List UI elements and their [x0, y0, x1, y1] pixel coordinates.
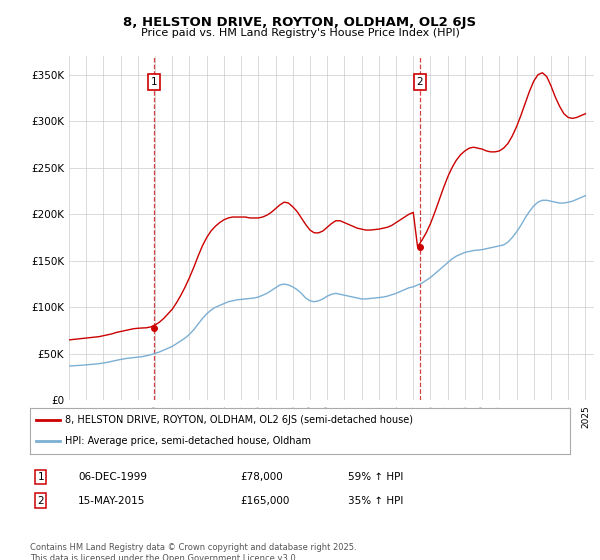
Text: HPI: Average price, semi-detached house, Oldham: HPI: Average price, semi-detached house,…: [65, 436, 311, 446]
Text: 15-MAY-2015: 15-MAY-2015: [78, 496, 145, 506]
Text: 1: 1: [151, 77, 157, 87]
Text: 1: 1: [37, 472, 44, 482]
Text: £165,000: £165,000: [240, 496, 289, 506]
Text: 06-DEC-1999: 06-DEC-1999: [78, 472, 147, 482]
Text: Contains HM Land Registry data © Crown copyright and database right 2025.
This d: Contains HM Land Registry data © Crown c…: [30, 543, 356, 560]
Text: £78,000: £78,000: [240, 472, 283, 482]
Text: 2: 2: [416, 77, 423, 87]
Text: 8, HELSTON DRIVE, ROYTON, OLDHAM, OL2 6JS (semi-detached house): 8, HELSTON DRIVE, ROYTON, OLDHAM, OL2 6J…: [65, 415, 413, 425]
Text: Price paid vs. HM Land Registry's House Price Index (HPI): Price paid vs. HM Land Registry's House …: [140, 28, 460, 38]
Text: 2: 2: [37, 496, 44, 506]
Text: 8, HELSTON DRIVE, ROYTON, OLDHAM, OL2 6JS: 8, HELSTON DRIVE, ROYTON, OLDHAM, OL2 6J…: [124, 16, 476, 29]
Text: 59% ↑ HPI: 59% ↑ HPI: [348, 472, 403, 482]
Text: 35% ↑ HPI: 35% ↑ HPI: [348, 496, 403, 506]
